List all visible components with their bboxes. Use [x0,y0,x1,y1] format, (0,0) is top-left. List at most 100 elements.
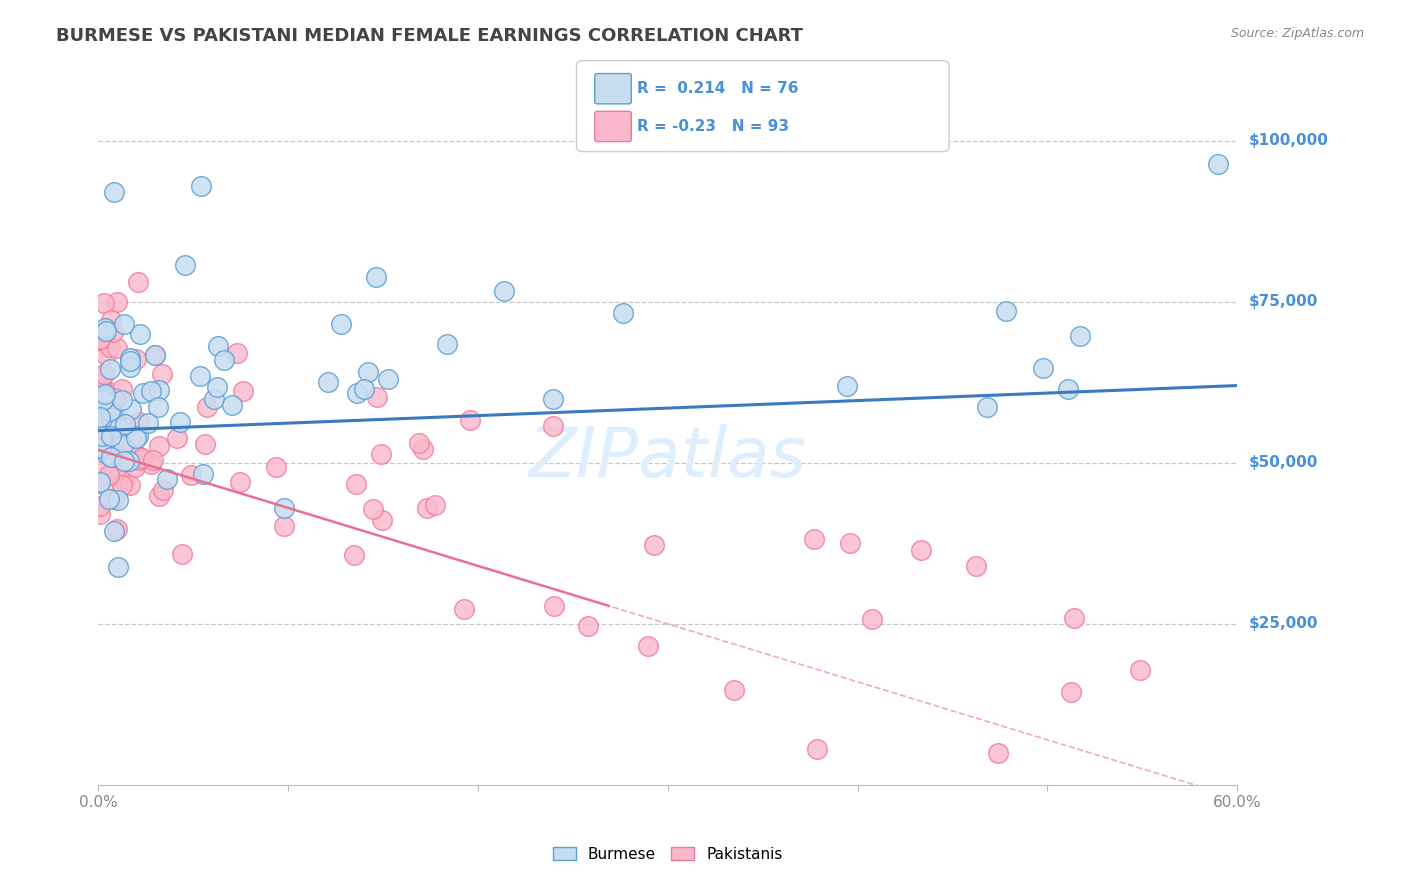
Point [1032,361,1054,376]
Point [104,464,127,478]
Point [578,619,600,633]
Point [94,320,117,334]
Point [266,459,288,474]
Point [143,348,166,362]
Text: R =  0.214   N = 76: R = 0.214 N = 76 [637,81,799,96]
Point [89,440,111,454]
Point [90,441,112,455]
Point [207,339,229,353]
Point [90,386,112,401]
Point [90,429,112,443]
Point [94,391,117,405]
Point [112,454,135,468]
Point [120,354,142,368]
Point [860,612,883,626]
Point [416,500,439,515]
Point [835,379,858,393]
Point [643,538,665,552]
Point [377,372,399,386]
Point [91,369,114,384]
Legend: Burmese, Pakistanis: Burmese, Pakistanis [547,840,789,868]
Point [343,549,366,563]
Point [89,379,111,393]
Point [965,558,987,573]
Point [232,384,254,398]
Point [139,384,162,398]
Point [93,438,115,452]
Point [128,415,150,429]
Point [90,407,112,421]
Point [93,325,115,339]
Point [492,284,515,298]
Point [125,449,148,463]
Point [90,376,112,391]
Point [118,478,141,492]
Point [111,392,134,407]
Point [101,445,124,459]
Point [94,399,117,413]
Point [100,313,122,327]
Point [125,351,148,366]
Point [93,478,115,492]
Point [329,317,352,331]
Point [89,333,111,347]
Point [148,401,170,415]
Point [105,417,128,431]
Text: $100,000: $100,000 [1249,133,1329,148]
Point [94,324,117,338]
Point [143,348,166,362]
Point [93,367,115,381]
Point [105,341,128,355]
Point [111,478,134,492]
Point [89,508,111,522]
Point [125,448,148,462]
Point [1057,382,1080,396]
Point [98,361,121,376]
Point [806,741,828,756]
Point [96,447,118,461]
Point [412,442,434,457]
Point [100,450,122,464]
Point [97,491,120,506]
Point [120,402,142,417]
Text: $50,000: $50,000 [1249,455,1317,470]
Point [723,683,745,698]
Point [128,453,150,467]
Point [103,524,125,539]
Point [112,438,135,452]
Point [103,491,125,506]
Text: $75,000: $75,000 [1249,294,1317,310]
Point [180,467,202,482]
Point [541,419,564,434]
Point [91,393,114,408]
Point [124,459,146,474]
Point [101,326,124,340]
Point [118,360,141,375]
Text: $25,000: $25,000 [1249,616,1317,632]
Point [357,365,380,379]
Text: Source: ZipAtlas.com: Source: ZipAtlas.com [1230,27,1364,40]
Point [994,304,1017,318]
Point [131,450,153,465]
Point [136,417,159,431]
Point [188,369,211,384]
Point [839,535,862,549]
Point [107,493,129,508]
Point [344,477,367,491]
Point [453,602,475,616]
Point [1063,611,1085,625]
Point [96,349,118,363]
Point [205,380,228,394]
Point [89,475,111,489]
Point [612,305,634,319]
Point [436,337,458,351]
Point [221,398,243,412]
Point [1060,685,1083,699]
Point [156,472,179,486]
Point [1208,157,1230,171]
Point [225,346,247,360]
Point [118,454,141,468]
Point [190,178,212,193]
Point [346,385,368,400]
Point [132,386,155,401]
